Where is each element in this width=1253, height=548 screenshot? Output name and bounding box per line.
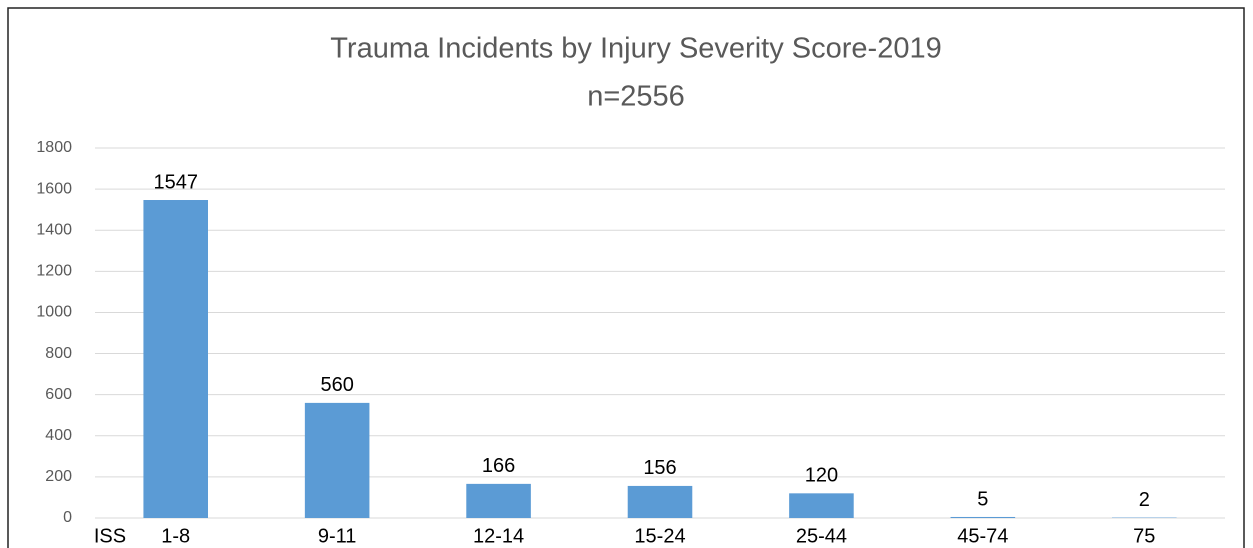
y-tick-label: 1600 <box>36 180 72 197</box>
data-label: 5 <box>977 488 988 510</box>
data-label: 1547 <box>153 171 198 193</box>
bar <box>789 493 854 518</box>
data-label: 120 <box>805 465 838 487</box>
bar <box>304 402 370 518</box>
data-label: 166 <box>482 455 515 477</box>
y-tick-label: 1200 <box>36 263 72 280</box>
y-tick-label: 0 <box>63 509 72 526</box>
bar <box>143 200 208 518</box>
y-tick-label: 400 <box>45 427 72 444</box>
y-tick-label: 200 <box>45 468 72 485</box>
x-tick-label: 1-8 <box>161 525 190 547</box>
chart-title: Trauma Incidents by Injury Severity Scor… <box>330 33 941 65</box>
data-label: 560 <box>320 374 353 396</box>
y-tick-label: 600 <box>45 386 72 403</box>
data-label: 156 <box>643 457 676 479</box>
x-tick-label: 25-44 <box>796 525 847 547</box>
bar <box>627 485 693 518</box>
y-tick-label: 1000 <box>36 304 72 321</box>
x-tick-label: 12-14 <box>473 525 524 547</box>
x-tick-label: 75 <box>1133 525 1155 547</box>
bar <box>466 483 531 518</box>
y-tick-label: 1800 <box>36 139 72 156</box>
chart-frame <box>7 7 1245 548</box>
chart-subtitle: n=2556 <box>587 81 685 113</box>
x-tick-label: 9-11 <box>318 525 357 547</box>
y-tick-label: 800 <box>45 345 72 362</box>
x-tick-label: 45-74 <box>957 525 1008 547</box>
x-tick-label: 15-24 <box>634 525 685 547</box>
y-tick-label: 1400 <box>36 221 72 238</box>
bar <box>950 516 1016 518</box>
x-axis-label: ISS <box>94 525 126 547</box>
data-label: 2 <box>1139 489 1150 511</box>
